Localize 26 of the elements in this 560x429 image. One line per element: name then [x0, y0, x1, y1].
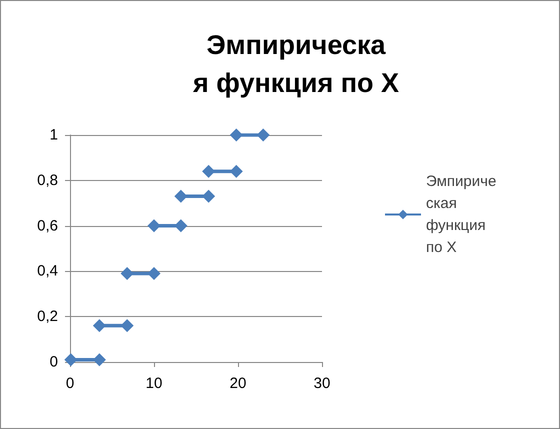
- point: [148, 219, 160, 232]
- y-tick-label: 1: [50, 126, 58, 144]
- x-tick-label: 0: [66, 375, 74, 392]
- point: [148, 266, 160, 280]
- point: [256, 128, 270, 142]
- y-tick-label: 0,6: [37, 217, 58, 234]
- y-tick-label: 0: [50, 354, 58, 370]
- x-tick-label: 10: [146, 375, 162, 392]
- y-tick-label: 0,2: [37, 308, 58, 326]
- point: [230, 164, 243, 178]
- y-tick-label: 0,8: [37, 172, 58, 189]
- point: [202, 164, 216, 178]
- point: [202, 190, 216, 203]
- point: [174, 190, 188, 203]
- chart-title: Эмпирическая функция по X: [192, 30, 400, 98]
- point: [174, 219, 188, 232]
- point: [92, 353, 106, 366]
- point: [120, 319, 134, 332]
- point: [64, 353, 78, 366]
- y-tick-label: 0,4: [37, 262, 58, 280]
- point: [92, 319, 106, 332]
- x-tick-label: 30: [314, 375, 330, 392]
- x-tick-label: 20: [230, 375, 246, 392]
- point: [120, 266, 134, 280]
- point: [230, 128, 243, 142]
- legend-label: Эмпирическая функция по X: [426, 173, 496, 256]
